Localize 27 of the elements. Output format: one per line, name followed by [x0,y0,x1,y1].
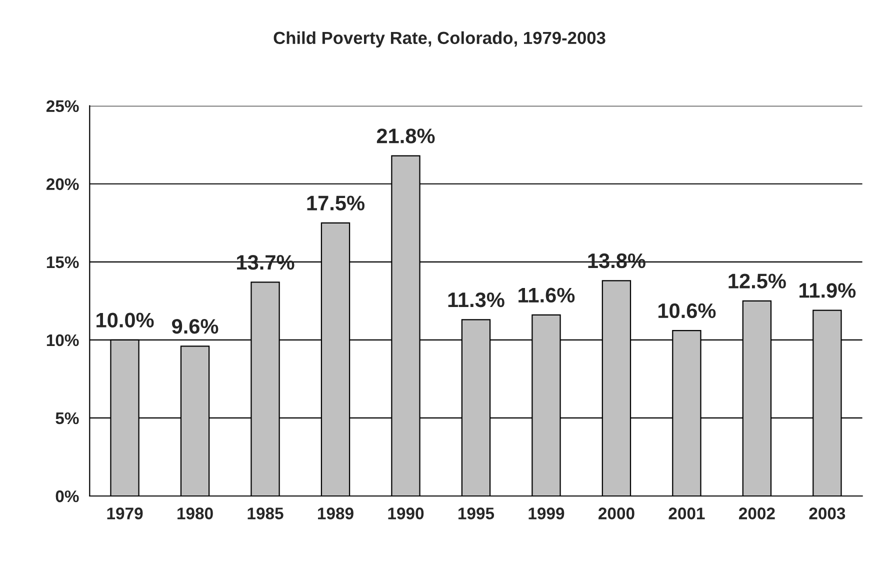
x-tick-label: 1999 [528,508,564,520]
data-label: 17.5% [307,196,364,210]
data-label: 9.6% [172,318,218,334]
y-tick-label: 20% [46,178,79,190]
x-tick-label: 1989 [318,508,354,520]
data-label: 21.8% [376,128,435,144]
x-tick-label: 2001 [668,508,705,520]
x-tick-label: 1980 [178,508,213,520]
data-label: 10.6% [658,303,716,318]
y-tick-label: 10% [46,334,79,346]
chart-title: Child Poverty Rate, Colorado, 1979-2003 [274,31,606,48]
y-tick-label: 5% [56,412,79,424]
data-label: 10.0% [96,312,154,328]
x-tick-label: 2000 [598,508,634,520]
y-tick-label: 25% [46,100,79,112]
x-tick-label: 1985 [248,508,284,520]
data-label: 11.3% [448,292,504,308]
x-tick-label: 1979 [107,508,143,520]
y-tick-label: 0% [56,490,79,502]
data-label: 12.5% [728,274,786,288]
x-tick-label: 1990 [388,508,424,520]
x-tick-label: 2002 [738,508,775,520]
x-tick-label: 1995 [458,508,494,520]
data-label: 11.6% [518,288,575,303]
y-tick-label: 15% [46,256,79,268]
data-label: 11.9% [800,283,856,298]
x-tick-label: 2003 [809,508,846,520]
